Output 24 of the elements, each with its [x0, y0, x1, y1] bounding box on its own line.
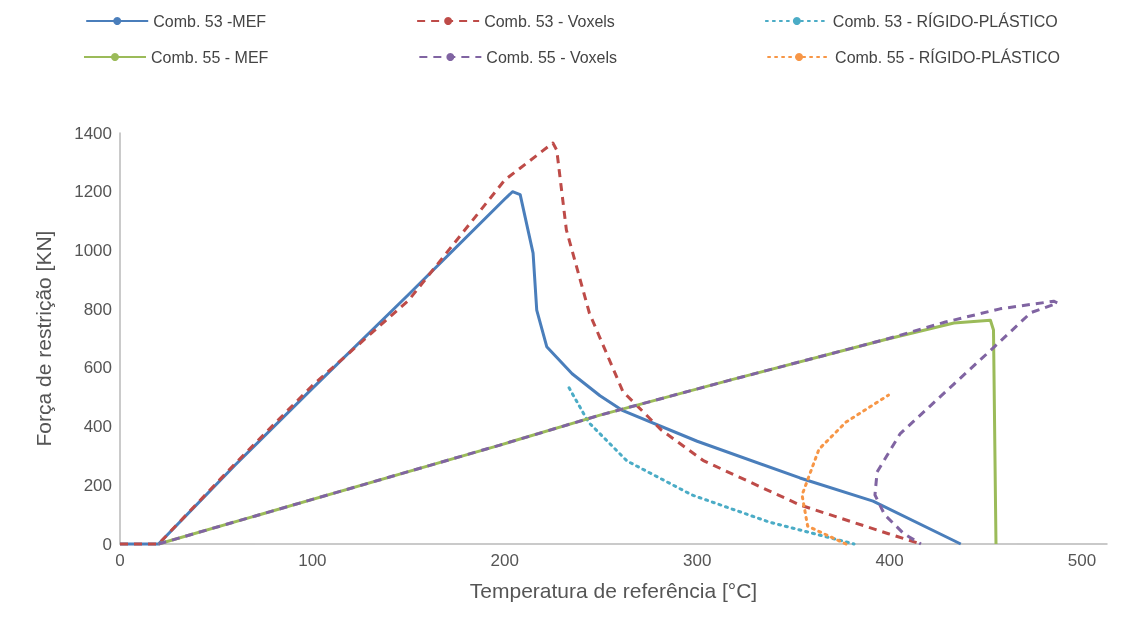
x-tick-label: 100 — [298, 551, 327, 570]
x-tick-label: 300 — [683, 551, 712, 570]
y-tick-label: 200 — [83, 475, 112, 495]
line-series — [567, 386, 856, 546]
y-tick-label: 400 — [83, 417, 112, 437]
x-tick-label: 500 — [1067, 551, 1097, 570]
x-tick-label: 400 — [875, 551, 904, 570]
y-tick-label: 0 — [102, 534, 112, 554]
legend-label: Comb. 53 - RÍGIDO-PLÁSTICO — [832, 11, 1058, 30]
legend-label: Comb. 55 - RÍGIDO-PLÁSTICO — [835, 47, 1061, 66]
y-tick-label: 800 — [83, 299, 112, 319]
legend-label: Comb. 53 - Voxels — [484, 12, 615, 30]
legend-label: Comb. 53 -MEF — [153, 12, 267, 30]
x-tick-label: 200 — [490, 551, 519, 570]
y-tick-label: 1400 — [74, 123, 112, 143]
line-series — [800, 393, 890, 546]
legend-label: Comb. 55 - Voxels — [486, 48, 618, 66]
y-tick-label: 1200 — [74, 182, 112, 202]
y-tick-label: 600 — [83, 358, 112, 378]
x-axis-title: Temperatura de referência [°C] — [469, 579, 758, 602]
y-tick-label: 1000 — [74, 240, 112, 260]
y-axis-title: Força de restrição [KN] — [32, 230, 55, 447]
x-tick-label: 0 — [115, 551, 125, 570]
legend-label: Comb. 55 - MEF — [150, 48, 269, 66]
